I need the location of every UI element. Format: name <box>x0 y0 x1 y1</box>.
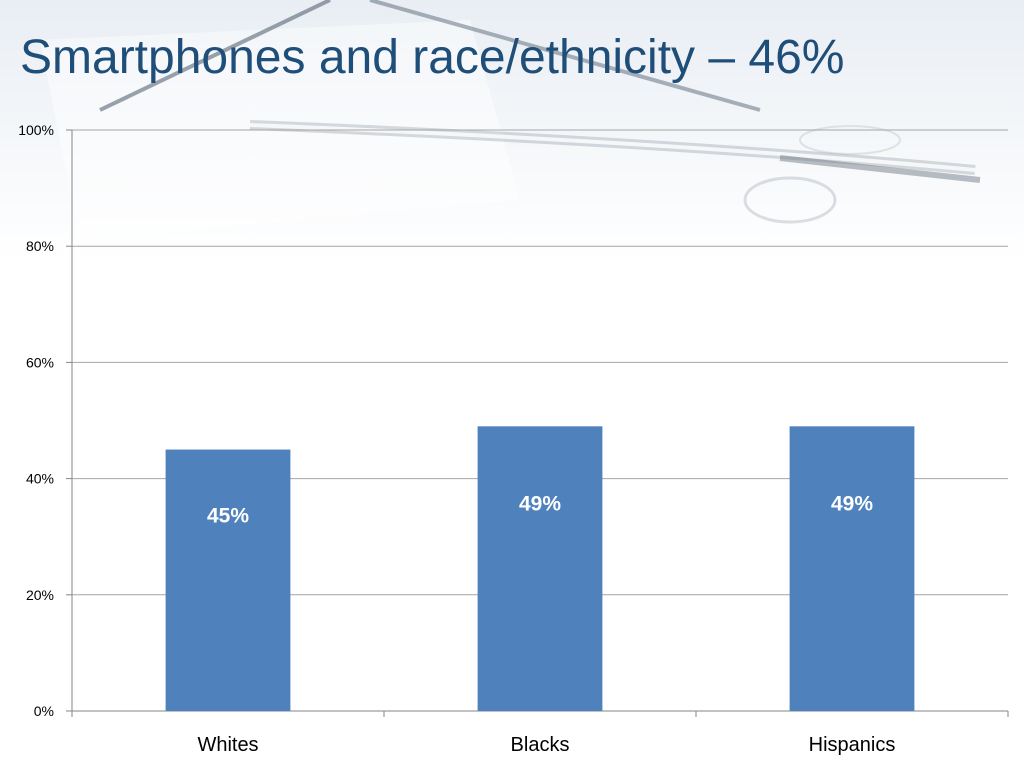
labels: 0% 20% 40% 60% 80% 100% 45% Whites 49% Blacks 49% H… <box>18 122 895 756</box>
data-label: 45% <box>207 504 249 527</box>
bar-whites <box>165 449 291 711</box>
y-tick-label: 20% <box>26 587 54 603</box>
x-category-label: Blacks <box>511 734 570 756</box>
bars <box>165 426 915 711</box>
y-tick-label: 60% <box>26 354 54 370</box>
y-tick-label: 0% <box>34 703 54 719</box>
data-label: 49% <box>519 493 561 516</box>
bar-hispanics <box>789 426 915 711</box>
x-category-label: Whites <box>197 734 258 756</box>
y-tick-label: 80% <box>26 238 54 254</box>
x-category-label: Hispanics <box>809 734 896 756</box>
y-tick-label: 40% <box>26 471 54 487</box>
slide-title: Smartphones and race/ethnicity – 46% <box>20 31 845 84</box>
y-tick-label: 100% <box>18 122 54 138</box>
data-label: 49% <box>831 493 873 516</box>
bar-blacks <box>477 426 603 711</box>
